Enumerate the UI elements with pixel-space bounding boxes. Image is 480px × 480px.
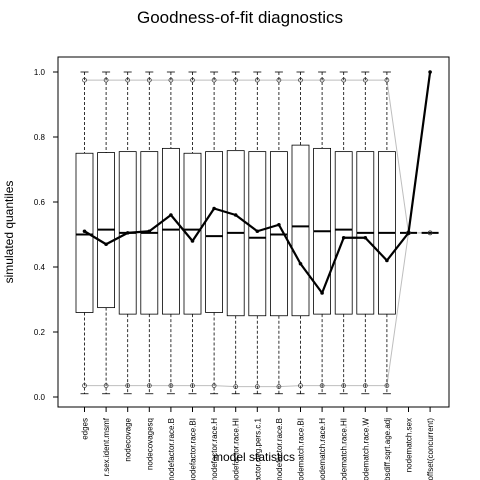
x-tick-label: nodematch.race.H (318, 418, 327, 480)
observed-point (341, 235, 346, 240)
ci-upper-point (103, 77, 109, 83)
x-tick-label: nodematch.race.BI (297, 418, 306, 480)
box (205, 151, 224, 313)
ci-upper-point (211, 77, 217, 83)
box (183, 152, 202, 315)
plot-area: 0.0 0.2 0.4 0.6 0.8 1.0 edges r.sex.ident.msmf n… (34, 56, 450, 480)
ci-upper-point (146, 77, 152, 83)
ci-lower-point (211, 383, 217, 388)
ci-lower-point (125, 383, 131, 388)
x-tick-label: edges (81, 418, 90, 440)
ci-upper-point (190, 77, 195, 83)
y-tick-label: 0.8 (34, 133, 46, 142)
observed-point (190, 239, 195, 243)
ci-lower-point (276, 384, 282, 389)
ci-upper-point (319, 77, 325, 83)
y-axis-label: simulated quantiles (2, 181, 16, 284)
ci-lower-point (254, 384, 260, 389)
x-tick-label: nodefactor.race.B (275, 418, 284, 480)
y-tick-label: 0.4 (34, 263, 46, 272)
ci-lower-point (146, 383, 152, 388)
observed-point (406, 231, 411, 235)
ci-lower-point (233, 384, 239, 389)
y-tick-label: 1.0 (34, 68, 46, 77)
box (334, 151, 353, 315)
box (161, 147, 180, 315)
observed-point (169, 213, 173, 217)
box (75, 152, 94, 313)
chart-title: Goodness-of-fit diagnostics (137, 8, 343, 27)
box (248, 151, 267, 317)
x-tick-label: nodefactor.race.BI (189, 418, 198, 480)
box (291, 144, 310, 317)
y-tick-label: 0.6 (34, 198, 46, 207)
x-tick-label: nodefactor.race.HI (232, 418, 241, 480)
observed-point (125, 231, 130, 235)
x-tick-label: nodematch.sex (405, 418, 414, 472)
ci-upper-point (82, 77, 87, 83)
x-tick-label: offset(concurrent) (426, 418, 435, 480)
ci-lower-point (190, 383, 195, 388)
ci-lower-point (341, 383, 347, 388)
observed-point (385, 258, 389, 263)
ci-upper-point (341, 77, 347, 83)
ci-upper-point (254, 77, 260, 83)
observed-point (212, 206, 216, 211)
ci-upper-point (233, 77, 239, 83)
ci-lower-point (298, 383, 303, 388)
ci-upper-point (168, 77, 174, 83)
ci-lower-point (319, 383, 325, 388)
ci-upper-point (362, 77, 368, 83)
x-axis-label: model statistics (213, 450, 295, 464)
ci-lower-point (82, 383, 87, 388)
plot-frame (57, 56, 450, 408)
x-tick-label: nodefactor.race.H (210, 418, 219, 480)
ci-upper-point (298, 77, 303, 83)
ci-upper-point (384, 77, 390, 83)
observed-point (82, 229, 87, 234)
observed-point (104, 242, 108, 247)
ci-upper-point (125, 77, 131, 83)
x-tick-label: nodefactor.race.B (167, 418, 176, 480)
observed-point (255, 229, 260, 234)
ci-lower-point (168, 383, 174, 388)
x-tick-label: nodecovagesq (145, 418, 154, 470)
observed-point (428, 70, 432, 74)
observed-point (233, 213, 238, 217)
x-tick-label: nodefactor.deg.pers.c.1 (253, 417, 262, 480)
observed-point (147, 229, 152, 234)
x-tick-label: nodematch.race.HI (340, 418, 349, 480)
observed-point (363, 235, 368, 240)
x-tick-label: nodecovage (124, 417, 133, 461)
observed-point (277, 222, 281, 227)
observed-point (320, 291, 324, 295)
observed-point (298, 261, 303, 266)
ci-lower-point (103, 383, 109, 388)
y-tick-label: 0.0 (34, 393, 46, 402)
y-tick-label: 0.2 (34, 328, 46, 337)
x-tick-label: r.sex.ident.msmf (102, 417, 111, 476)
ci-lower-point (384, 383, 390, 388)
ci-upper-point (276, 77, 282, 83)
x-tick-label: nodematch.race.W (361, 418, 370, 480)
ci-upper-point (427, 230, 433, 236)
ci-lower-point (362, 383, 368, 388)
ci-upper-line (84, 79, 431, 234)
x-tick-label: absdiff.sqrt.age.adj (383, 418, 392, 480)
